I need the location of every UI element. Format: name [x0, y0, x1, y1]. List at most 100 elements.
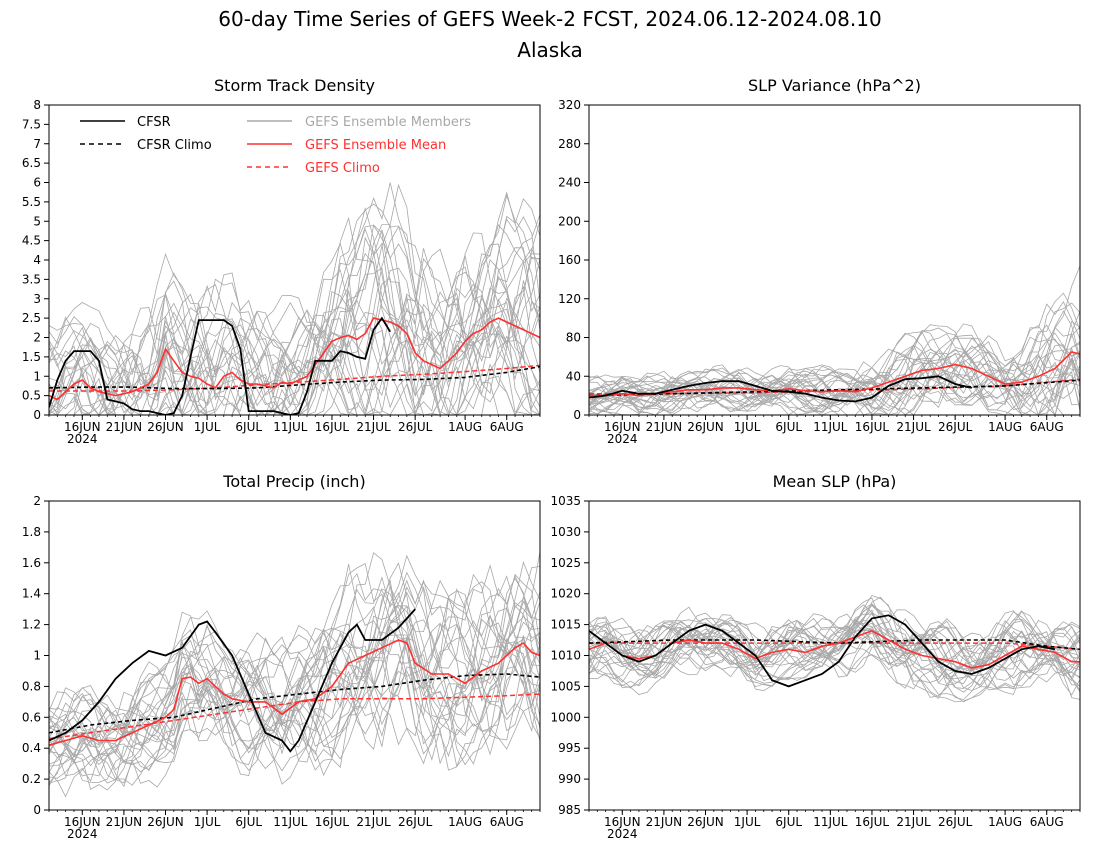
ensemble-member-line [49, 275, 540, 415]
x-tick-label: 1AUG [988, 420, 1022, 434]
ensemble-member-line [49, 308, 540, 415]
ensemble-member-line [589, 640, 1080, 698]
ensemble-members [49, 551, 540, 798]
x-tick-label: 21JUL [356, 420, 391, 434]
x-tick-label: 16JUL [315, 420, 350, 434]
ensemble-member-line [589, 621, 1080, 689]
ensemble-member-line [49, 562, 540, 753]
ensemble-member-line [49, 639, 540, 777]
ensemble-member-line [589, 341, 1080, 415]
y-tick-label: 5 [33, 214, 41, 228]
y-tick-label: 0.8 [22, 679, 41, 693]
ensemble-member-line [49, 614, 540, 764]
ensemble-members [589, 595, 1080, 703]
ensemble-member-line [49, 659, 540, 798]
ensemble-member-line [49, 333, 540, 415]
panel-title: SLP Variance (hPa^2) [748, 76, 921, 95]
x-tick-label: 16JUN [64, 815, 101, 829]
ensemble-member-line [589, 357, 1080, 415]
ensemble-member-line [589, 604, 1080, 670]
y-tick-label: 4.5 [22, 234, 41, 248]
x-tick-label: 6AUG [1030, 815, 1064, 829]
ensemble-member-line [49, 551, 540, 744]
x-tick-year-label: 2024 [607, 432, 638, 446]
x-tick-label: 6AUG [490, 815, 524, 829]
gefs-mean-line [49, 317, 540, 401]
y-tick-label: 4 [33, 253, 41, 267]
cfsr-line [49, 608, 416, 753]
x-tick-label: 1JUL [734, 420, 761, 434]
y-tick-label: 0.5 [22, 389, 41, 403]
y-tick-label: 1015 [550, 618, 581, 632]
ensemble-member-line [49, 228, 540, 415]
x-tick-label: 21JUN [106, 815, 143, 829]
ensemble-member-line [49, 313, 540, 415]
y-tick-label: 0 [33, 803, 41, 817]
x-tick-label: 6AUG [1030, 420, 1064, 434]
ensemble-member-line [49, 579, 540, 748]
y-tick-label: 1000 [550, 710, 581, 724]
x-tick-label: 11JUL [813, 815, 848, 829]
ensemble-member-line [49, 564, 540, 737]
ensemble-member-line [589, 375, 1080, 415]
ensemble-member-line [589, 629, 1080, 703]
y-tick-label: 1030 [550, 525, 581, 539]
x-tick-label: 16JUL [315, 815, 350, 829]
y-tick-label: 1.8 [22, 525, 41, 539]
ensemble-member-line [49, 579, 540, 752]
y-tick-label: 2 [33, 331, 41, 345]
x-tick-label: 21JUN [646, 815, 683, 829]
cfsr-climo-line [589, 639, 1080, 651]
x-tick-label: 1AUG [448, 815, 482, 829]
legend-label-cfsr: CFSR [137, 115, 171, 130]
ensemble-member-line [49, 606, 540, 763]
ensemble-member-line [49, 651, 540, 784]
y-tick-label: 995 [558, 741, 581, 755]
y-tick-label: 80 [566, 331, 581, 345]
y-tick-label: 1.6 [22, 556, 41, 570]
ensemble-member-line [589, 609, 1080, 662]
y-tick-label: 6 [33, 176, 41, 190]
x-tick-label: 21JUL [896, 815, 931, 829]
x-tick-label: 6AUG [490, 420, 524, 434]
ensemble-member-line [49, 552, 540, 739]
x-tick-label: 11JUL [273, 815, 308, 829]
ensemble-member-line [589, 604, 1080, 670]
ensemble-member-line [49, 605, 540, 767]
ensemble-member-line [589, 300, 1080, 391]
y-tick-label: 1.4 [22, 587, 41, 601]
ensemble-member-line [589, 613, 1080, 671]
y-tick-label: 160 [558, 253, 581, 267]
ensemble-member-line [589, 352, 1080, 406]
panel-title: Mean SLP (hPa) [773, 472, 897, 491]
y-tick-label: 6.5 [22, 156, 41, 170]
ensemble-member-line [589, 604, 1080, 665]
ensemble-member-line [49, 183, 540, 394]
x-tick-label: 26JUN [147, 420, 184, 434]
x-tick-label: 11JUL [273, 420, 308, 434]
y-tick-label: 3 [33, 292, 41, 306]
y-tick-label: 40 [566, 369, 581, 383]
legend: CFSR CFSR Climo GEFS Ensemble Members GE… [80, 115, 471, 176]
y-tick-label: 200 [558, 214, 581, 228]
legend-label-gefs-climo: GEFS Climo [305, 161, 380, 176]
plot-frame [48, 500, 541, 811]
ensemble-member-line [589, 359, 1080, 415]
gefs-mean-line [589, 351, 1080, 397]
y-tick-label: 280 [558, 137, 581, 151]
ensemble-member-line [49, 635, 540, 779]
y-tick-label: 0.2 [22, 772, 41, 786]
x-tick-label: 16JUL [855, 420, 890, 434]
x-tick-label: 6JUL [235, 420, 262, 434]
gefs-mean-line [49, 639, 540, 746]
ensemble-member-line [49, 659, 540, 791]
panel-storm-track-density: Storm Track Density 0 0.5 1 1.5 2 2.5 3 3.5 4 4.5 5… [22, 76, 541, 446]
ensemble-member-line [49, 637, 540, 784]
panel-title: Storm Track Density [214, 76, 375, 95]
ensemble-member-line [589, 647, 1080, 690]
ensemble-member-line [49, 224, 540, 415]
cfsr-climo-line [49, 673, 540, 734]
y-tick-label: 1010 [550, 649, 581, 663]
y-tick-label: 120 [558, 292, 581, 306]
